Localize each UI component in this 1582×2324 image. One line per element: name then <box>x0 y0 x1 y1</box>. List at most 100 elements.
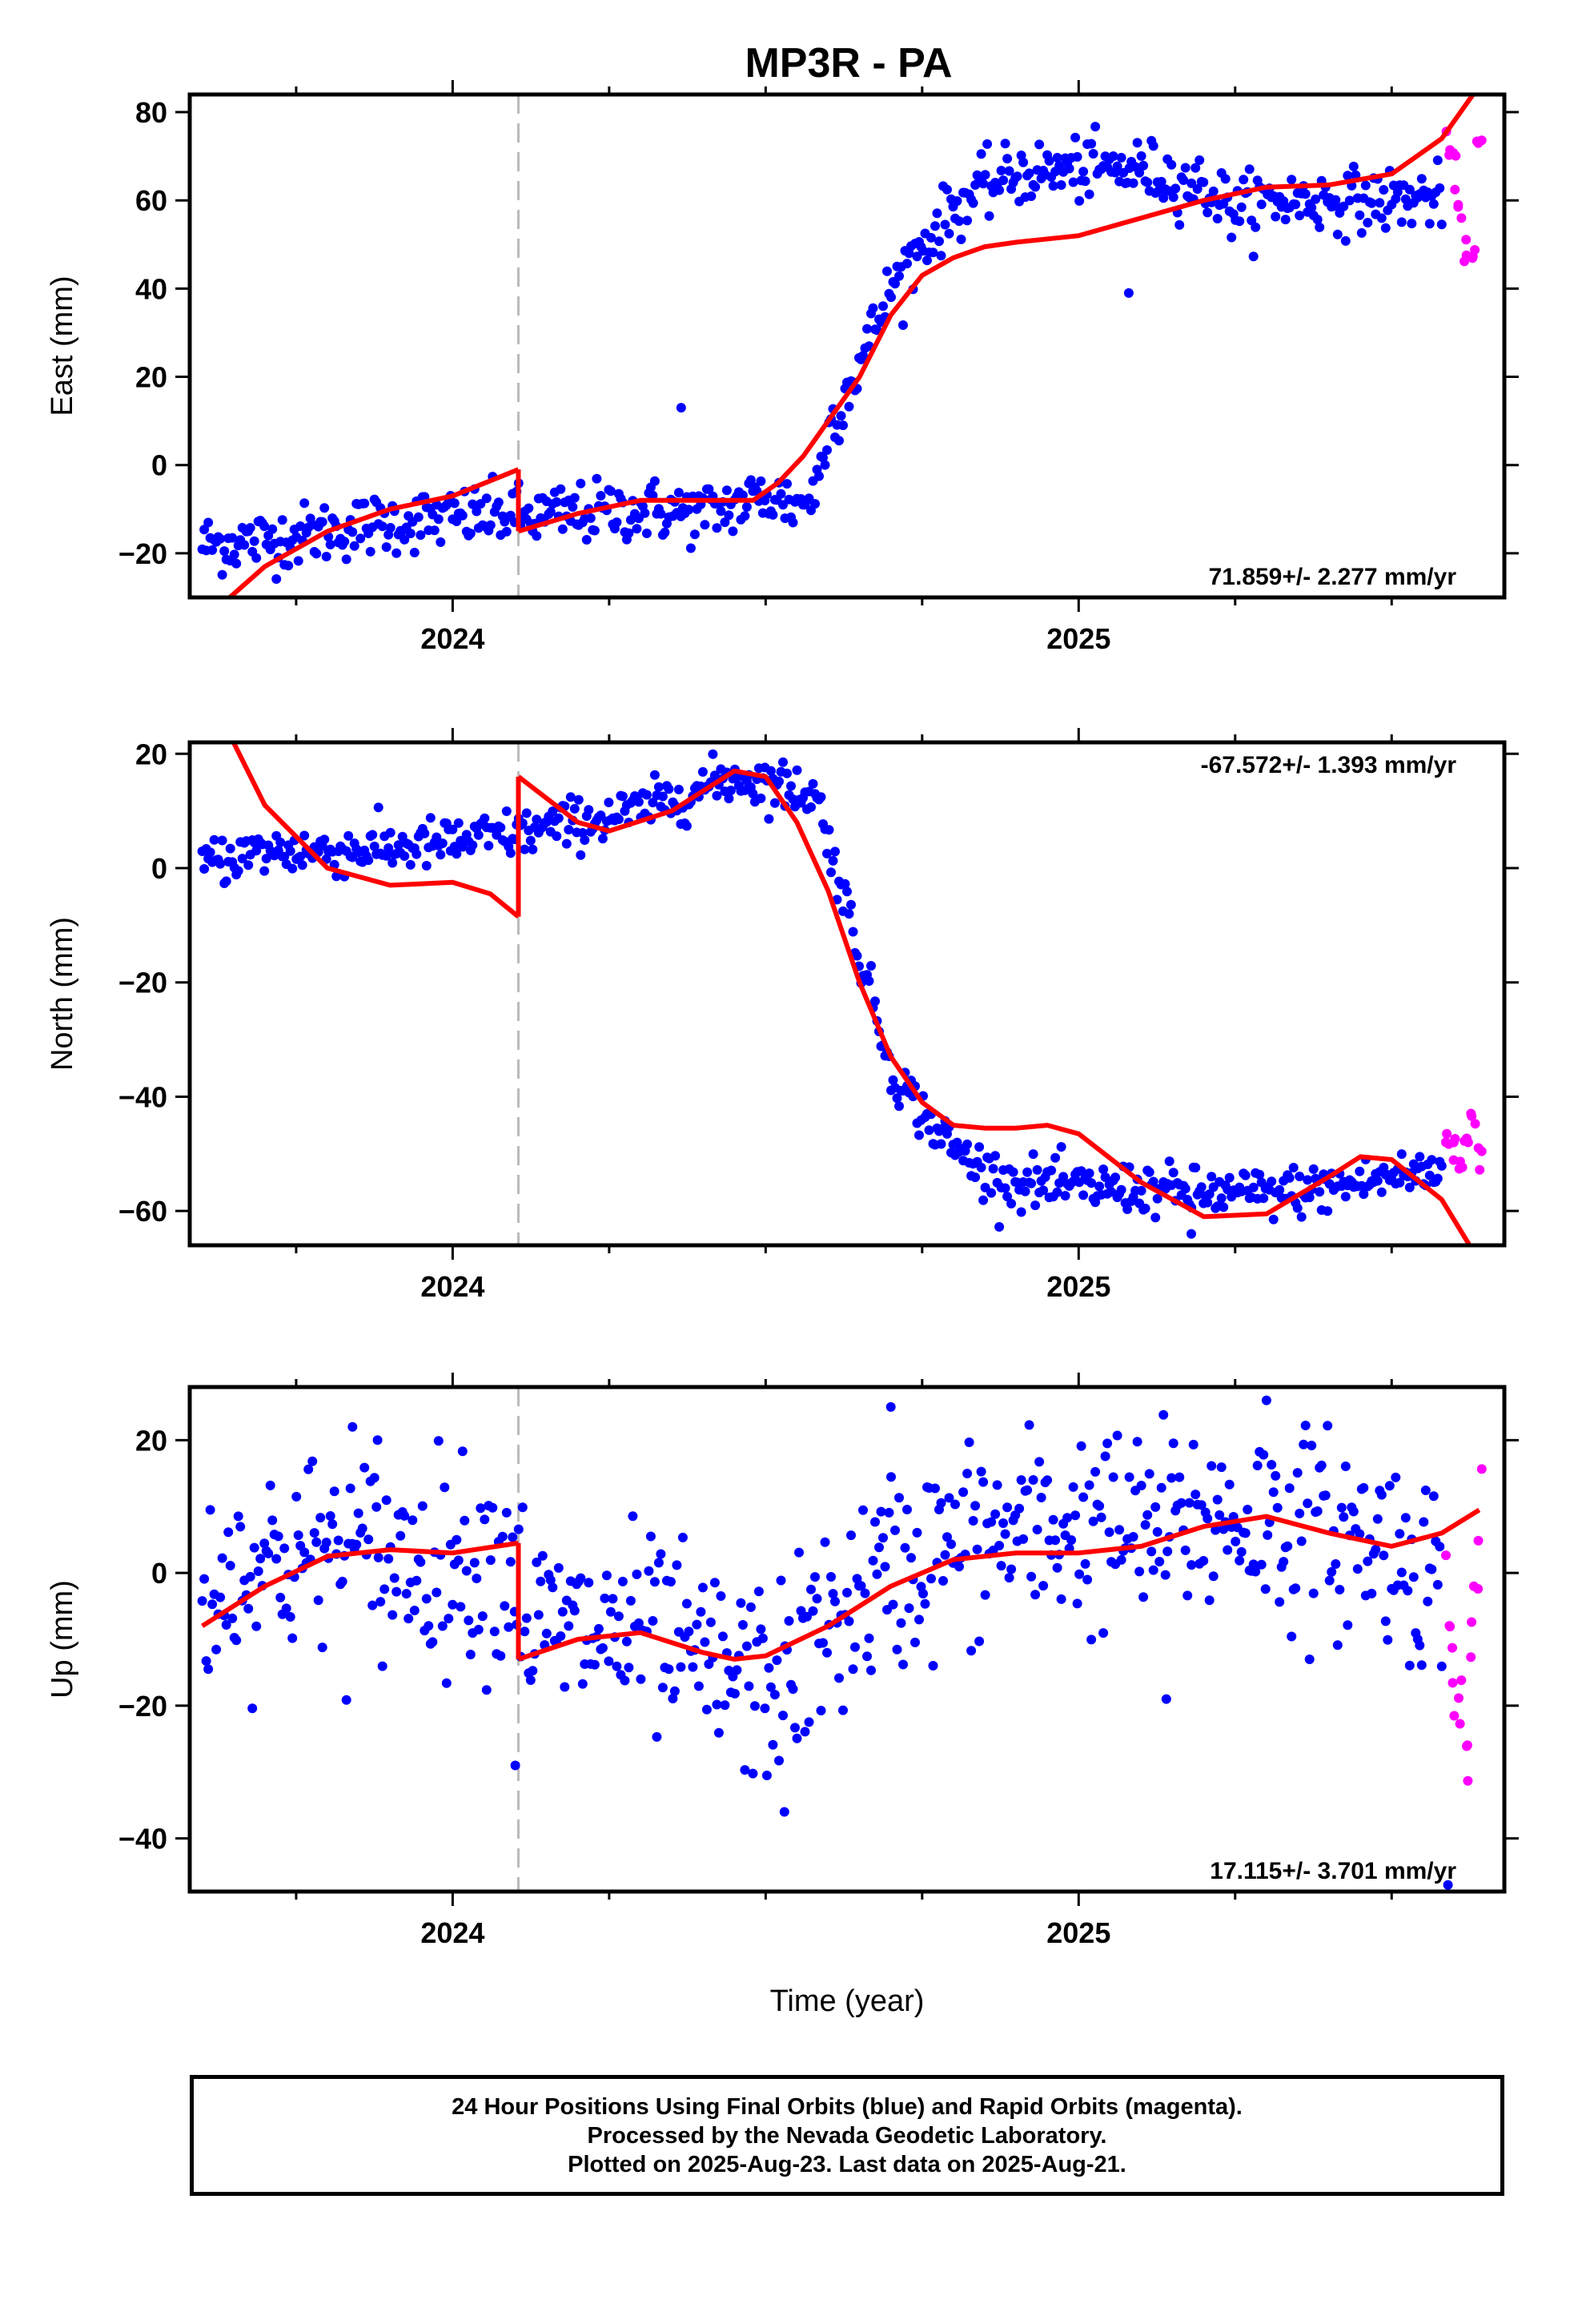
caption-line-2: Processed by the Nevada Geodetic Laborat… <box>587 2122 1107 2149</box>
final-orbit-point <box>952 196 962 206</box>
final-orbit-point <box>980 1590 990 1600</box>
final-orbit-point <box>1180 1184 1191 1194</box>
final-orbit-point <box>541 1628 552 1638</box>
final-orbit-point <box>1279 196 1289 207</box>
final-orbit-point <box>866 961 876 971</box>
final-orbit-point <box>729 1688 740 1699</box>
rapid-orbit-point <box>1456 1675 1467 1686</box>
final-orbit-point <box>716 506 726 517</box>
y-tick-label: −20 <box>118 967 167 999</box>
final-orbit-point <box>942 1532 952 1542</box>
final-orbit-point <box>608 1594 618 1604</box>
final-orbit-point <box>912 1527 922 1538</box>
final-orbit-point <box>245 1571 255 1582</box>
final-orbit-point <box>800 1727 810 1737</box>
final-orbit-point <box>259 866 270 876</box>
final-orbit-point <box>1215 1510 1225 1520</box>
final-orbit-point <box>1144 1469 1154 1479</box>
final-orbit-point <box>1070 132 1081 143</box>
final-orbit-point <box>1299 1439 1309 1449</box>
final-orbit-point <box>1168 1168 1178 1178</box>
final-orbit-point <box>732 1665 742 1675</box>
final-orbit-point <box>902 1505 912 1514</box>
y-tick-label: −40 <box>118 1823 167 1856</box>
final-orbit-point <box>882 266 892 276</box>
final-orbit-point <box>820 460 830 470</box>
final-orbit-point <box>852 951 862 961</box>
final-orbit-point <box>1140 1520 1150 1530</box>
final-orbit-point <box>660 527 670 537</box>
model-fit-line <box>200 1540 519 1628</box>
final-orbit-point <box>496 1651 506 1661</box>
final-orbit-point <box>401 1589 412 1599</box>
final-orbit-point <box>295 521 306 531</box>
final-orbit-point <box>453 818 464 828</box>
final-orbit-point <box>978 179 989 189</box>
final-orbit-point <box>1423 1596 1433 1606</box>
final-orbit-point <box>684 505 694 515</box>
final-orbit-point <box>664 784 674 794</box>
final-orbit-point <box>1180 163 1191 173</box>
final-orbit-outlier <box>779 1807 789 1817</box>
final-orbit-point <box>954 1562 964 1572</box>
final-orbit-point <box>1032 1525 1042 1534</box>
final-orbit-point <box>1355 1166 1365 1176</box>
final-orbit-point <box>211 1644 222 1655</box>
north-y-axis-label: North (mm) <box>46 917 79 1071</box>
final-orbit-point <box>1098 1628 1109 1638</box>
final-orbit-point <box>830 1596 840 1606</box>
final-orbit-point <box>1376 1490 1387 1500</box>
final-orbit-point <box>768 509 778 520</box>
final-orbit-point <box>1251 1566 1261 1577</box>
final-orbit-point <box>393 840 404 850</box>
final-orbit-point <box>740 511 750 521</box>
final-orbit-point <box>465 1650 476 1659</box>
final-orbit-point <box>745 1602 756 1612</box>
final-orbit-point <box>676 1662 686 1672</box>
final-orbit-point <box>1256 1559 1267 1570</box>
final-orbit-point <box>657 791 668 802</box>
final-orbit-point <box>1307 1441 1317 1450</box>
final-orbit-point <box>1026 191 1037 201</box>
final-orbit-point <box>1042 1475 1053 1486</box>
final-orbit-point <box>1080 1558 1090 1569</box>
final-orbit-point <box>1376 1187 1387 1197</box>
final-orbit-point <box>932 208 942 219</box>
plot-frame <box>187 92 1507 600</box>
final-orbit-point <box>850 1642 860 1652</box>
final-orbit-point <box>838 420 848 431</box>
final-orbit-point <box>1030 182 1041 192</box>
final-orbit-point <box>1203 1514 1213 1524</box>
final-orbit-point <box>287 1633 298 1643</box>
final-orbit-point <box>351 1539 362 1550</box>
final-orbit-point <box>612 517 622 528</box>
final-orbit-point <box>1191 163 1201 173</box>
final-orbit-point <box>1220 174 1231 184</box>
final-orbit-point <box>461 1566 472 1576</box>
final-orbit-point <box>822 445 832 455</box>
final-orbit-point <box>309 1528 319 1538</box>
model-fit <box>231 742 1473 1245</box>
final-orbit-point <box>251 553 262 563</box>
final-orbit-point <box>1339 201 1349 211</box>
final-orbit-point <box>1295 211 1305 221</box>
final-orbit-point <box>1267 1460 1277 1470</box>
final-orbit-point <box>321 552 331 561</box>
final-orbit-point <box>1176 1498 1186 1508</box>
final-orbit-point <box>532 1557 542 1567</box>
final-orbit-point <box>1148 1176 1158 1187</box>
final-orbit-point <box>387 858 398 868</box>
rapid-orbit-point <box>1462 1740 1472 1751</box>
final-orbit-point <box>1320 1490 1331 1501</box>
final-orbit-point <box>930 1483 940 1494</box>
final-orbit-point <box>693 1681 704 1691</box>
final-orbit-point <box>984 211 994 221</box>
x-tick-label: 2024 <box>420 1916 484 1949</box>
final-orbit-point <box>217 569 227 580</box>
final-orbit-point <box>1170 183 1181 194</box>
final-orbit-point <box>333 1535 343 1546</box>
final-orbit-point <box>1024 168 1034 179</box>
final-orbit-point <box>199 864 210 874</box>
final-orbit-point <box>481 1685 492 1695</box>
final-orbit-point <box>215 858 226 869</box>
